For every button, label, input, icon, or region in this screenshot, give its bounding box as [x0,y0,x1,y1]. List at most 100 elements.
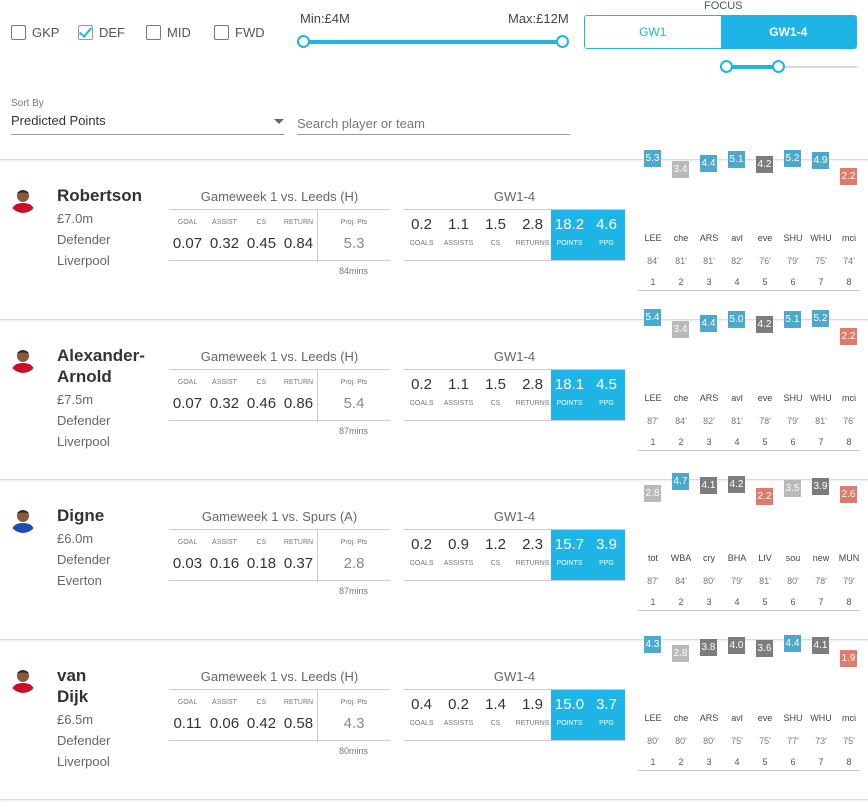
fixture-minutes: 80' [703,736,715,746]
range-stat-label: ASSISTS [443,560,474,567]
player-card[interactable]: van Dijk £6.5m Defender Liverpool Gameweek 1 … [0,635,868,800]
gameweek-stat-label: CS [256,379,267,386]
fixture-gameweek: 2 [678,277,684,287]
checkbox-icon[interactable] [146,25,161,40]
position-filter-mid[interactable]: MID [146,25,191,40]
gameweek-stat-value: 0.37 [283,555,314,572]
fixture-points-bar: 4.2 [756,156,773,173]
checkbox-icon[interactable] [214,25,229,40]
gameweek-stat-value: 0.86 [283,395,314,412]
gameweek-stat-value: 0.45 [246,235,277,252]
fixture-minutes: 76' [843,416,855,426]
checkbox-icon[interactable] [11,25,26,40]
focus-start-thumb[interactable] [720,60,733,73]
range-stat-label: ASSISTS [443,400,474,407]
gameweek-stat-label: ASSIST [212,539,237,546]
focus-option-gw1[interactable]: GW1 [639,25,667,39]
fixture-opponent: ARS [699,393,719,403]
gameweek-stat-label: GOAL [177,379,198,386]
fixture-points-bar: 4.7 [672,473,689,490]
fixture-gameweek: 8 [846,437,852,447]
fixture-points-bar: 2.8 [672,645,689,662]
search-input[interactable] [297,113,570,135]
player-card[interactable]: Alexander- Arnold £7.5m Defender Liverpool Ga… [0,309,868,480]
projected-minutes: 87mins [338,586,368,596]
fixture-gameweek: 7 [818,597,824,607]
fixture-minutes: 76' [759,256,771,266]
projected-points-cell: Proj. Pts 5.4 [317,370,390,422]
checkbox-checked-icon[interactable] [78,25,93,40]
range-stat-cell: 0.2 GOALS [403,370,440,420]
player-card[interactable]: Digne £6.0m Defender Everton Gameweek 1 vs. … [0,473,868,640]
player-position: Defender [57,413,111,428]
position-filter-fwd[interactable]: FWD [214,25,265,40]
player-name: Robertson [57,185,157,206]
fixtures-divider [638,610,860,611]
range-stat-label: GOALS [409,240,434,247]
fixture-minutes: 80' [647,736,659,746]
fixture-points-bar: 5.2 [812,310,829,327]
player-name: Digne [57,505,157,526]
gameweek-stat-value: 0.11 [173,715,202,732]
fixture-opponent: che [673,233,689,243]
player-card[interactable]: Robertson £7.0m Defender Liverpool Gameweek … [0,150,868,320]
player-name-line: Digne [57,506,105,525]
fixture-minutes: 73' [815,736,827,746]
range-highlight-cell: 4.5 PPG [588,370,625,420]
range-stat-cell: 2.3 RETURNS [514,530,551,580]
player-avatar [9,345,37,373]
range-stat-cell: 1.4 CS [477,690,514,740]
fixture-gameweek: 5 [762,437,768,447]
focus-option-gw1-4[interactable]: GW1-4 [720,16,856,48]
gameweek-stat-value: 0.06 [209,715,240,732]
range-stat-value: 1.4 [485,696,506,713]
range-stat-label: ASSISTS [443,240,474,247]
fixture-gameweek: 6 [790,597,796,607]
range-stats-table: 0.4 GOALS 0.2 ASSISTS 1.4 CS 1.9 RETURNS 15.0 POI… [403,689,626,741]
price-min-thumb[interactable] [297,35,310,48]
fixture-points-bar: 3.4 [672,161,689,178]
fixture-gameweek: 5 [762,757,768,767]
gameweek-stat-cell: RETURN 0.58 [280,699,317,732]
range-stat-label: PPG [599,560,614,567]
fixture-gameweek: 4 [734,757,740,767]
projected-points-value: 5.4 [343,395,365,412]
player-name-line: Alexander- [57,346,145,365]
fixture-points-bar: 2.2 [840,168,857,185]
position-filter-def[interactable]: DEF [78,25,125,40]
focus-end-thumb[interactable] [772,60,785,73]
position-filter-gkp[interactable]: GKP [11,25,59,40]
fixture-points-bar: 4.3 [644,636,661,653]
fixture-points-bar: 4.1 [700,477,717,494]
position-filter-label: GKP [32,25,60,40]
range-stat-cell: 1.1 ASSISTS [440,210,477,260]
range-stat-label: RETURNS [515,400,550,407]
gameweek-stat-cell: CS 0.45 [243,219,280,252]
focus-slider-track[interactable] [727,65,779,69]
fixture-points-bar: 5.1 [728,151,745,168]
fixture-points-bar: 4.9 [812,152,829,169]
gameweek-stat-cell: GOAL 0.07 [169,379,206,412]
fixture-gameweek: 3 [706,277,712,287]
fixture-opponent: mci [842,393,856,403]
gameweek-stat-label: ASSIST [212,379,237,386]
range-stat-value: 1.2 [485,536,506,553]
fixture-minutes: 81' [675,256,687,266]
price-max-thumb[interactable] [556,35,569,48]
range-stat-value: 0.2 [448,696,469,713]
fixture-opponent: MUN [838,553,860,563]
fixture-minutes: 75' [731,736,743,746]
player-name-line: van [57,666,87,685]
range-stat-value: 3.9 [596,536,617,553]
fixture-opponent: tot [647,553,658,563]
fixture-gameweek: 3 [706,597,712,607]
sort-select[interactable]: Predicted Points [11,113,284,135]
fixtures-divider [638,290,860,291]
gameweek-stat-label: CS [256,219,267,226]
range-stat-value: 3.7 [596,696,617,713]
price-slider-track[interactable] [304,40,562,44]
player-name-line: Dijk [57,687,89,706]
fixture-minutes: 75' [843,736,855,746]
fixture-minutes: 75' [759,736,771,746]
player-avatar [9,185,37,213]
